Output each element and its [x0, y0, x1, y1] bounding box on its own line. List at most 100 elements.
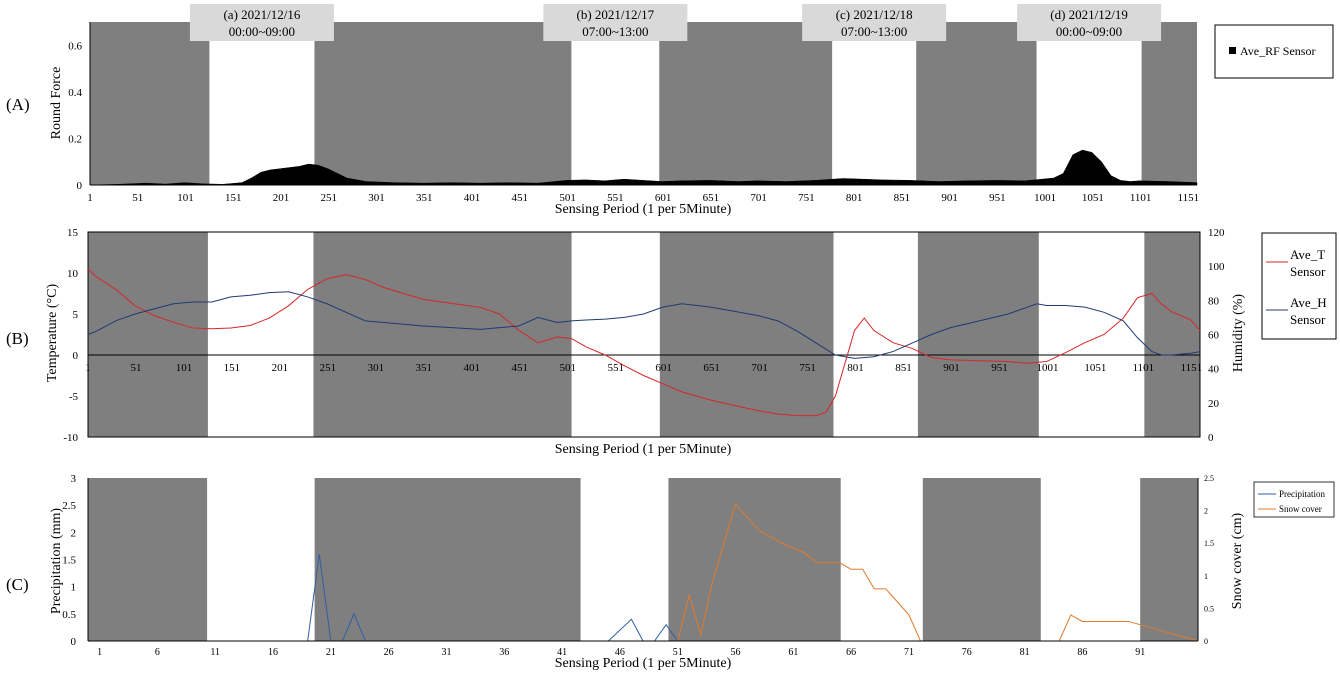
panel-a-xtick-0: 1 [87, 192, 93, 204]
panel-c-ytick-0: 0 [71, 636, 77, 648]
panel-a-xtick-9: 451 [512, 192, 529, 204]
panel-b-ytick-1: -5 [69, 391, 79, 403]
panel-c-y2tick-2: 1 [1204, 572, 1208, 581]
panel-c-shaded-bands [88, 478, 1198, 641]
panel-b-xtick-22: 1101 [1133, 362, 1155, 374]
panel-a-band-0 [90, 22, 210, 185]
panel-a-xtick-21: 1051 [1082, 192, 1104, 204]
period-label-time-0: 00:00~09:00 [229, 24, 295, 39]
panel-b-xtick-0: 1 [85, 362, 91, 374]
panel-a-ytick-2: 0.4 [68, 87, 82, 99]
panel-c-band-4 [1140, 478, 1198, 641]
panel-b-band-4 [1144, 232, 1200, 437]
panel-b-xtick-5: 251 [320, 362, 337, 374]
panel-b-y2-ticks: 0 20 40 60 80 100 120 [1208, 227, 1225, 444]
panel-c-legend-precip-label: Precipitation [1279, 489, 1325, 499]
panel-a-letter: (A) [6, 95, 30, 114]
panel-c-xtick-0: 1 [97, 647, 102, 658]
panel-c-y2tick-3: 1.5 [1204, 539, 1214, 548]
period-label-box-0 [189, 4, 334, 41]
panel-c-y2tick-4: 2 [1204, 507, 1208, 516]
panel-b-xtick-13: 651 [703, 362, 720, 374]
panel-c-x-ticks: 1 6 11 16 21 26 31 36 41 46 51 56 61 66 71 76 81 86 91 [97, 647, 1145, 658]
panel-b-xtick-2: 101 [176, 362, 193, 374]
panel-c-xtick-10: 51 [673, 647, 683, 658]
panel-c-ytick-1: 0.5 [62, 609, 76, 621]
panel-b-xtick-15: 751 [799, 362, 816, 374]
panel-b-band-0 [88, 232, 208, 437]
panel-c-band-0 [88, 478, 208, 641]
panel-b-ytick-5: 15 [67, 227, 79, 239]
panel-c-xtick-17: 86 [1077, 647, 1087, 658]
panel-b-xtick-19: 951 [991, 362, 1008, 374]
panel-c-xlabel: Sensing Period (1 per 5Minute) [555, 656, 732, 671]
panel-b-xtick-7: 351 [416, 362, 433, 374]
panel-a-y-ticks: 0 0.2 0.4 0.6 [68, 40, 82, 192]
panel-b-x-ticks: 1 51 101 151 201 251 301 351 401 451 501 551 601 651 7… [85, 362, 1202, 374]
panel-a-axes [89, 22, 1197, 186]
panel-b-y2tick-0: 0 [1208, 432, 1214, 444]
panel-c-ytick-3: 1.5 [62, 555, 76, 567]
panel-b-series [87, 268, 1201, 417]
panel-c-xtick-7: 36 [499, 647, 509, 658]
panel-b-ytick-0: -10 [63, 432, 78, 444]
period-label-box-1 [543, 4, 688, 41]
panel-c-ytick-2: 1 [71, 582, 77, 594]
panel-b-y2tick-2: 40 [1208, 364, 1220, 376]
panel-b-band-1 [313, 232, 572, 437]
panel-c-xtick-15: 76 [962, 647, 972, 658]
panel-b-band-2 [659, 232, 834, 437]
panel-a-series [89, 149, 1198, 186]
panel-a-xlabel: Sensing Period (1 per 5Minute) [555, 202, 732, 217]
panel-a-xtick-23: 1151 [1178, 192, 1200, 204]
panel-b-y2tick-1: 20 [1208, 398, 1220, 410]
panel-b-shaded-bands [88, 232, 1200, 437]
panel-b-xtick-1: 51 [130, 362, 141, 374]
panel-a-xtick-6: 301 [368, 192, 385, 204]
panel-c-ylabel: Precipitation (mm) [49, 508, 64, 614]
panel-c-xtick-18: 91 [1135, 647, 1145, 658]
panel-b-xlabel: Sensing Period (1 per 5Minute) [555, 442, 732, 457]
period-label-date-0: (a) 2021/12/16 [223, 7, 300, 22]
panel-b-xtick-3: 151 [224, 362, 241, 374]
panel-b-y2tick-6: 120 [1208, 227, 1225, 239]
panel-c-xtick-2: 11 [210, 647, 220, 658]
panel-b-y2tick-3: 60 [1208, 330, 1220, 342]
panel-b-legend-t-line2: Sensor [1290, 264, 1326, 279]
panel-c-legend-snow-label: Snow cover [1279, 504, 1322, 514]
panel-b-y-ticks: -10 -5 0 5 10 15 [63, 227, 78, 444]
panel-c-legend-box [1253, 481, 1335, 518]
panel-c-xtick-3: 16 [268, 647, 278, 658]
panel-c-xtick-12: 61 [788, 647, 798, 658]
panel-a-x-ticks: 1 51 101 151 201 251 301 351 401 451 501 551 601 651 7… [87, 192, 1199, 204]
panel-b-xtick-23: 1151 [1181, 362, 1203, 374]
panel-c-xtick-1: 6 [155, 647, 160, 658]
panel-b-xtick-18: 901 [943, 362, 960, 374]
panel-b-y2label: Humidity (%) [1231, 294, 1246, 372]
panel-b-ytick-3: 5 [73, 309, 79, 321]
panel-a-xtick-4: 201 [273, 192, 290, 204]
panel-c-letter: (C) [6, 575, 29, 594]
panel-b-xtick-4: 201 [272, 362, 289, 374]
panel-b-xtick-21: 1051 [1084, 362, 1106, 374]
panel-c-ytick-6: 3 [71, 473, 77, 485]
panel-b-letter: (B) [6, 329, 29, 348]
panel-c-legend: Precipitation Snow cover [1253, 481, 1335, 518]
panel-a-legend-swatch [1229, 47, 1236, 54]
panel-b-xtick-10: 501 [559, 362, 576, 374]
panel-c-xtick-13: 66 [846, 647, 856, 658]
panel-b-xtick-14: 701 [751, 362, 768, 374]
panel-a-xtick-18: 901 [941, 192, 958, 204]
panel-c-y2tick-1: 0.5 [1204, 604, 1214, 613]
panel-b-legend-t-line1: Ave_T [1290, 247, 1325, 262]
panel-a-shaded-bands [90, 22, 1197, 185]
panel-c-ytick-5: 2.5 [62, 500, 76, 512]
panel-a-xtick-3: 151 [225, 192, 242, 204]
period-label-time-2: 07:00~13:00 [841, 24, 907, 39]
panel-b-legend: Ave_T Sensor Ave_H Sensor [1261, 232, 1337, 340]
panel-c-band-2 [668, 478, 841, 641]
panel-b-xtick-11: 551 [607, 362, 624, 374]
panel-c-y2tick-5: 2.5 [1204, 474, 1214, 483]
panel-a-xtick-15: 751 [798, 192, 815, 204]
